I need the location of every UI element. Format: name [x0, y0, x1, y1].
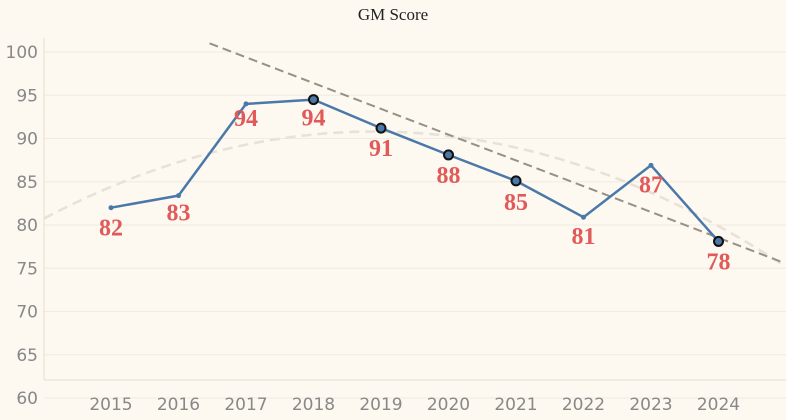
- highlighted-point: [713, 235, 724, 247]
- y-tick-label: 75: [16, 259, 38, 279]
- x-tick-label: 2020: [427, 395, 470, 415]
- y-tick-label: 90: [16, 130, 38, 150]
- data-label: 81: [572, 224, 596, 250]
- data-label: 94: [234, 106, 258, 132]
- data-point: [581, 214, 586, 220]
- x-tick-label: 2024: [697, 395, 740, 415]
- chart-title: GM Score: [358, 5, 428, 24]
- y-tick-label: 85: [16, 173, 38, 193]
- data-point: [243, 101, 249, 107]
- series-line: [110, 98, 720, 243]
- x-tick-label: 2019: [359, 395, 402, 415]
- data-labels: 82 83 94 94 91 88 85 81 87 78: [99, 106, 731, 276]
- trend-lines: [43, 42, 786, 266]
- data-label: 91: [369, 136, 393, 162]
- data-point: [648, 162, 654, 168]
- y-tick-label: 65: [16, 346, 38, 366]
- x-tick-label: 2021: [494, 395, 537, 415]
- quadratic-trend-line: [43, 130, 783, 266]
- y-tick-label: 100: [6, 43, 38, 63]
- x-tick-label: 2023: [629, 395, 672, 415]
- y-tick-label: 70: [16, 303, 38, 323]
- data-point: [108, 205, 114, 211]
- x-tick-label: 2018: [292, 395, 335, 415]
- data-label: 94: [302, 106, 326, 132]
- y-axis: 60 65 70 75 80 85 90 95 100: [6, 43, 38, 409]
- data-label: 88: [437, 163, 461, 189]
- grid: [43, 38, 786, 399]
- series: [108, 94, 724, 247]
- data-point: [176, 193, 181, 199]
- data-label: 87: [639, 172, 663, 198]
- y-tick-label: 60: [16, 389, 38, 409]
- x-axis: 2015 2016 2017 2018 2019 2020 2021 2022 2023 2024: [89, 395, 740, 415]
- highlighted-point: [443, 149, 454, 161]
- data-label: 78: [707, 249, 731, 275]
- data-label: 82: [99, 216, 123, 242]
- x-tick-label: 2015: [89, 395, 132, 415]
- highlighted-point: [375, 122, 387, 134]
- y-tick-label: 95: [16, 86, 38, 106]
- highlighted-point: [308, 94, 319, 106]
- highlighted-point: [510, 175, 522, 187]
- x-tick-label: 2016: [157, 395, 200, 415]
- data-label: 85: [504, 190, 528, 216]
- linear-trend-line: [209, 42, 786, 264]
- y-tick-label: 80: [16, 216, 38, 236]
- x-tick-label: 2022: [562, 395, 605, 415]
- x-tick-label: 2017: [224, 395, 267, 415]
- data-label: 83: [167, 201, 191, 227]
